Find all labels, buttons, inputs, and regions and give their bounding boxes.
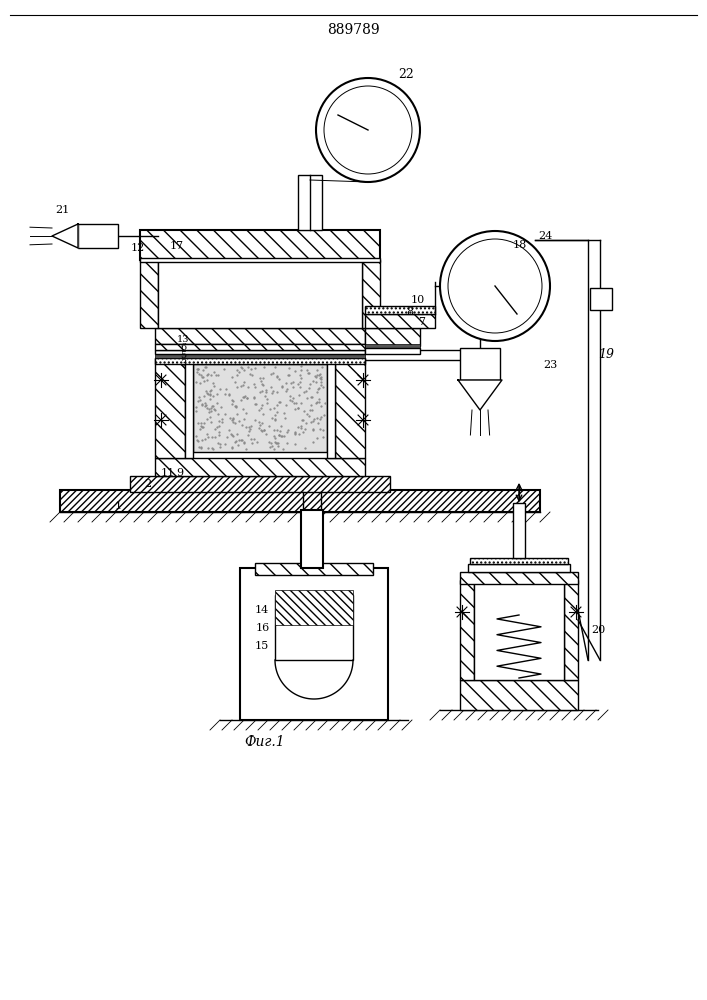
Bar [155, 328, 365, 344]
Bar [365, 348, 420, 354]
Bar [255, 563, 373, 575]
Bar [155, 350, 365, 354]
Text: 5: 5 [180, 352, 186, 360]
Circle shape [440, 231, 550, 341]
Bar [335, 358, 365, 458]
Bar [365, 344, 420, 350]
Bar [140, 258, 380, 262]
Text: 17: 17 [170, 241, 184, 251]
Bar [155, 358, 185, 458]
Bar [590, 288, 612, 310]
Bar [513, 503, 525, 558]
Text: 2: 2 [144, 479, 151, 489]
Bar [155, 358, 365, 364]
Bar [298, 175, 322, 230]
Bar [140, 230, 380, 260]
Bar [193, 364, 327, 452]
Text: 12: 12 [131, 243, 145, 253]
Bar [155, 344, 365, 350]
Circle shape [316, 78, 420, 182]
Bar [78, 224, 118, 248]
Polygon shape [52, 224, 78, 248]
Text: 889789: 889789 [327, 23, 380, 37]
Bar [365, 314, 435, 328]
Text: 3: 3 [180, 360, 186, 368]
Bar [155, 458, 365, 476]
Text: 19: 19 [598, 349, 614, 361]
Text: 20: 20 [591, 625, 605, 635]
Text: 11: 11 [161, 468, 175, 478]
Bar [130, 476, 390, 492]
Bar [140, 260, 158, 328]
Bar [564, 580, 578, 680]
Circle shape [324, 86, 412, 174]
Bar [155, 354, 365, 358]
Bar [158, 260, 362, 328]
Bar [460, 348, 500, 380]
Text: 14: 14 [255, 605, 269, 615]
Bar [362, 260, 380, 328]
Bar [468, 564, 570, 572]
Text: Фиг.1: Фиг.1 [245, 735, 286, 749]
Text: 16: 16 [256, 623, 270, 633]
Bar [185, 358, 193, 458]
Bar [60, 490, 540, 512]
Bar [303, 510, 321, 570]
Bar [365, 306, 435, 314]
Bar [275, 590, 353, 625]
Bar [365, 328, 420, 346]
Bar [460, 572, 578, 584]
Text: 9: 9 [177, 468, 184, 478]
Text: 13: 13 [177, 336, 189, 344]
Text: 1: 1 [115, 501, 122, 511]
Bar [327, 358, 335, 458]
Bar [240, 568, 388, 720]
Text: 8: 8 [407, 307, 414, 317]
Text: 6: 6 [180, 344, 186, 353]
Bar [474, 580, 564, 680]
Text: 22: 22 [398, 68, 414, 82]
Polygon shape [458, 380, 502, 410]
Bar [460, 680, 578, 710]
Text: 18: 18 [513, 240, 527, 250]
Bar [470, 558, 568, 564]
Text: 15: 15 [255, 641, 269, 651]
Text: 23: 23 [543, 360, 557, 370]
Text: 10: 10 [411, 295, 425, 305]
Text: 24: 24 [538, 231, 552, 241]
Bar [275, 595, 353, 660]
Circle shape [448, 239, 542, 333]
Bar [301, 510, 323, 568]
Text: 7: 7 [419, 317, 426, 327]
Text: 21: 21 [55, 205, 69, 215]
Bar [460, 580, 474, 680]
